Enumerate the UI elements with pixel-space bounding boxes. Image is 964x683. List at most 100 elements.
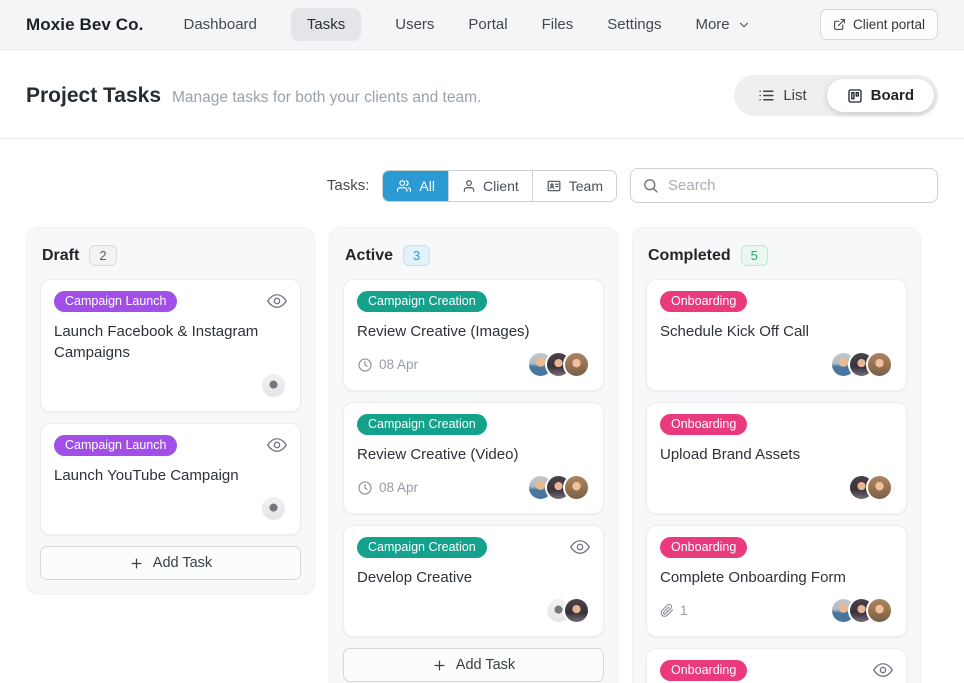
- nav-item-users[interactable]: Users: [395, 16, 435, 33]
- task-title: Complete Onboarding Form: [660, 569, 846, 586]
- filter-client-label: Client: [482, 177, 519, 194]
- task-tag: Onboarding: [660, 291, 748, 312]
- task-card[interactable]: Campaign Launch Launch Facebook & Instag…: [40, 279, 301, 412]
- task-card[interactable]: Onboarding Provision Ad Accounts: [646, 648, 907, 683]
- due-date-label: 08 Apr: [379, 480, 419, 495]
- assignee-avatars: [527, 474, 590, 501]
- task-tag: Onboarding: [660, 537, 748, 558]
- nav-item-portal[interactable]: Portal: [468, 16, 508, 33]
- avatar: [260, 372, 287, 399]
- task-tag: Campaign Launch: [54, 291, 178, 312]
- task-title: Launch Facebook & Instagram Campaigns: [54, 323, 259, 361]
- chevron-down-icon: [737, 18, 751, 32]
- nav-item-tasks[interactable]: Tasks: [290, 8, 362, 41]
- client-portal-label: Client portal: [852, 17, 925, 32]
- column-title: Active: [345, 246, 394, 264]
- filter-row: Tasks: All Client Team: [0, 139, 964, 203]
- tasks-filter-label: Tasks:: [326, 177, 370, 194]
- task-card[interactable]: Onboarding Schedule Kick Off Call: [646, 279, 907, 391]
- task-card[interactable]: Campaign Launch Launch YouTube Campaign: [40, 423, 301, 535]
- nav-item-files[interactable]: Files: [541, 16, 574, 33]
- column-completed: Completed 5 Onboarding Schedule Kick Off…: [632, 227, 921, 683]
- filter-team-label: Team: [568, 177, 603, 194]
- task-title: Schedule Kick Off Call: [660, 323, 809, 340]
- page-title: Project Tasks: [26, 83, 162, 107]
- task-card[interactable]: Campaign Creation Develop Creative: [343, 525, 604, 637]
- nav-item-settings[interactable]: Settings: [607, 16, 662, 33]
- search-input[interactable]: [668, 177, 926, 194]
- nav-item-dashboard[interactable]: Dashboard: [183, 16, 257, 33]
- nav-item-more[interactable]: More: [695, 8, 750, 41]
- task-card[interactable]: Campaign Creation Review Creative (Video…: [343, 402, 604, 514]
- column-draft: Draft 2 Campaign Launch Launch Facebook …: [26, 227, 315, 594]
- user-icon: [462, 179, 476, 193]
- kanban-board: Draft 2 Campaign Launch Launch Facebook …: [0, 203, 964, 683]
- task-type-segmented-control: All Client Team: [382, 169, 617, 202]
- filter-client-button[interactable]: Client: [447, 170, 532, 201]
- kanban-board-icon: [847, 88, 863, 104]
- assignee-avatars: [527, 351, 590, 378]
- assignee-avatars: [848, 474, 893, 501]
- filter-all-label: All: [419, 177, 435, 194]
- add-task-button[interactable]: Add Task: [40, 546, 301, 580]
- external-link-icon: [833, 18, 846, 31]
- due-date: 08 Apr: [357, 357, 527, 373]
- users-icon: [396, 179, 412, 193]
- task-card[interactable]: Onboarding Upload Brand Assets: [646, 402, 907, 514]
- id-card-icon: [546, 179, 562, 193]
- board-view-label: Board: [870, 87, 914, 104]
- task-tag: Campaign Creation: [357, 291, 487, 312]
- main-nav: Dashboard Tasks Users Portal Files Setti…: [184, 8, 751, 41]
- due-date-label: 08 Apr: [379, 357, 419, 372]
- task-title: Review Creative (Images): [357, 323, 530, 340]
- search-box: [630, 168, 938, 203]
- plus-icon: [129, 556, 144, 571]
- clock-icon: [357, 480, 373, 496]
- add-task-button[interactable]: Add Task: [343, 648, 604, 682]
- header-divider: [0, 138, 964, 139]
- task-tag: Campaign Creation: [357, 537, 487, 558]
- list-icon: [758, 87, 775, 104]
- top-nav: Moxie Bev Co. Dashboard Tasks Users Port…: [0, 0, 964, 50]
- brand-logo[interactable]: Moxie Bev Co.: [26, 14, 144, 34]
- assignee-avatars: [260, 495, 287, 522]
- avatar: [866, 351, 893, 378]
- avatar: [866, 474, 893, 501]
- task-card[interactable]: Campaign Creation Review Creative (Image…: [343, 279, 604, 391]
- column-active: Active 3 Campaign Creation Review Creati…: [329, 227, 618, 683]
- board-view-button[interactable]: Board: [826, 79, 934, 112]
- column-count-badge: 3: [403, 245, 431, 266]
- watcher-eye-icon[interactable]: [570, 539, 590, 555]
- task-title: Launch YouTube Campaign: [54, 467, 239, 484]
- assignee-avatars: [260, 372, 287, 399]
- more-label: More: [695, 16, 730, 33]
- plus-icon: [432, 658, 447, 673]
- assignee-avatars: [545, 597, 590, 624]
- column-title: Draft: [42, 246, 80, 264]
- search-icon: [642, 177, 659, 194]
- task-tag: Campaign Launch: [54, 435, 178, 456]
- column-count-badge: 5: [740, 245, 768, 266]
- watcher-eye-icon[interactable]: [873, 662, 893, 678]
- list-view-button[interactable]: List: [738, 79, 826, 112]
- filter-team-button[interactable]: Team: [531, 170, 616, 201]
- paperclip-icon: [660, 603, 674, 618]
- assignee-avatars: [830, 597, 893, 624]
- filter-all-button[interactable]: All: [383, 170, 448, 201]
- attachment-count: 1: [660, 603, 830, 618]
- task-card[interactable]: Onboarding Complete Onboarding Form 1: [646, 525, 907, 637]
- due-date: 08 Apr: [357, 480, 527, 496]
- avatar: [563, 351, 590, 378]
- avatar: [260, 495, 287, 522]
- task-tag: Campaign Creation: [357, 414, 487, 435]
- column-title: Completed: [648, 246, 731, 264]
- watcher-eye-icon[interactable]: [267, 437, 287, 453]
- watcher-eye-icon[interactable]: [267, 293, 287, 309]
- attachment-count-label: 1: [680, 603, 688, 618]
- task-title: Develop Creative: [357, 569, 473, 586]
- avatar: [563, 474, 590, 501]
- page-header: Project Tasks Manage tasks for both your…: [0, 50, 964, 138]
- list-view-label: List: [783, 87, 807, 104]
- client-portal-button[interactable]: Client portal: [819, 9, 938, 40]
- column-count-badge: 2: [89, 245, 117, 266]
